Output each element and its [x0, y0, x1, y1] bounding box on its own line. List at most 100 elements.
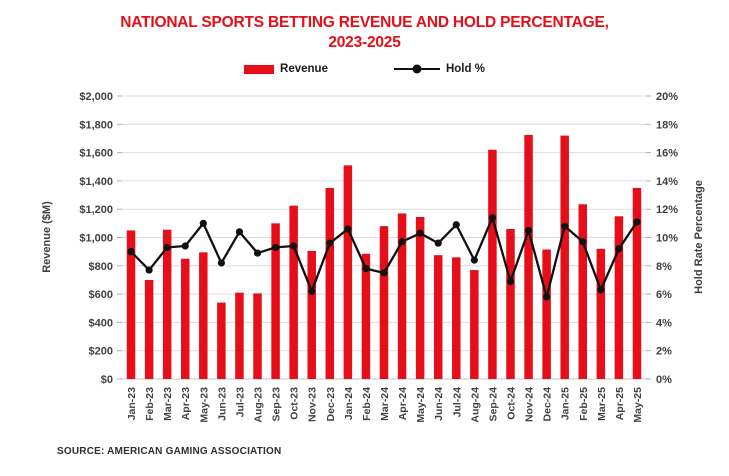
left-axis-tick-label: $2,000 [79, 91, 113, 103]
x-axis-tick-label: Nov-23 [307, 387, 319, 422]
revenue-bar [433, 255, 443, 379]
hold-point [199, 219, 207, 227]
left-axis-tick-label: $1,400 [79, 176, 113, 188]
x-axis-tick-label: Feb-23 [144, 387, 156, 421]
hold-point [434, 239, 442, 247]
source-note: SOURCE: AMERICAN GAMING ASSOCIATION [57, 446, 282, 457]
hold-line-icon [393, 64, 440, 74]
x-axis-tick-label: Jun-24 [433, 387, 445, 421]
x-axis-tick-label: Aug-24 [469, 387, 481, 423]
hold-point [290, 242, 298, 250]
x-axis-tick-label: Apr-23 [180, 387, 192, 420]
hold-point [163, 243, 171, 252]
x-axis-tick-label: Sep-24 [487, 387, 499, 422]
revenue-bar [144, 279, 154, 379]
x-axis-tick-label: Feb-25 [578, 387, 590, 421]
hold-point [506, 277, 515, 285]
hold-point [470, 256, 478, 264]
x-axis-tick-label: Mar-23 [162, 387, 174, 421]
hold-point [308, 287, 316, 295]
revenue-bar [560, 135, 569, 379]
revenue-bar [235, 292, 244, 379]
hold-point [398, 238, 406, 246]
revenue-bar [524, 134, 533, 379]
right-axis-tick-label: 4% [656, 317, 672, 329]
hold-point [145, 266, 153, 274]
right-axis-tick-label: 20% [656, 91, 678, 103]
revenue-bar [578, 204, 588, 379]
hold-point [217, 259, 225, 267]
x-axis-tick-label: Jun-23 [216, 387, 228, 421]
hold-point [271, 243, 280, 252]
revenue-bar [506, 229, 515, 379]
legend-revenue-label: Revenue [280, 63, 328, 75]
revenue-bar [452, 257, 461, 379]
x-axis-tick-label: Jan-25 [560, 387, 572, 420]
revenue-bar [415, 216, 425, 379]
left-axis-tick-label: $0 [101, 374, 113, 386]
left-axis-tick-label: $200 [89, 346, 113, 358]
hold-point [127, 248, 135, 256]
hold-point [633, 218, 641, 226]
right-axis-tick-label: 12% [656, 204, 678, 216]
hold-point [543, 293, 551, 301]
hold-point [344, 225, 352, 233]
hold-point [326, 239, 334, 247]
hold-dot-icon [412, 64, 422, 74]
revenue-bar [343, 165, 353, 379]
revenue-bar [632, 187, 642, 379]
hold-point [579, 238, 587, 246]
revenue-bar [325, 187, 335, 379]
x-axis-tick-label: Jul-24 [451, 387, 463, 418]
x-axis-tick-label: May-24 [415, 387, 427, 423]
hold-point [615, 245, 623, 253]
hold-point [524, 226, 533, 235]
x-axis-tick-label: Dec-23 [325, 387, 337, 422]
chart-title-line1: NATIONAL SPORTS BETTING REVENUE AND HOLD… [120, 14, 609, 31]
hold-point [452, 221, 460, 229]
revenue-bar [488, 149, 497, 379]
revenue-bar [180, 258, 190, 379]
revenue-bar [289, 205, 298, 379]
hold-point [488, 214, 497, 222]
hold-point [597, 286, 605, 294]
left-axis-tick-label: $1,200 [79, 204, 113, 216]
left-axis-tick-label: $800 [89, 261, 113, 273]
x-axis-tick-label: Dec-24 [542, 387, 554, 422]
right-axis-tick-label: 14% [656, 176, 678, 188]
legend-hold-label: Hold % [445, 63, 485, 75]
x-axis-tick-label: May-25 [632, 387, 644, 423]
hold-point [181, 242, 189, 250]
revenue-bar [271, 223, 280, 379]
x-axis-tick-label: Mar-25 [596, 387, 608, 421]
revenue-bar [253, 293, 262, 379]
left-axis-tick-label: $400 [89, 317, 113, 329]
revenue-bar [542, 249, 551, 379]
x-axis-tick-label: Oct-24 [505, 387, 517, 420]
x-axis-tick-label: Oct-23 [289, 387, 301, 420]
right-axis-tick-label: 16% [656, 148, 678, 160]
x-axis-tick-label: Feb-24 [361, 387, 373, 421]
right-axis-tick-label: 10% [656, 233, 678, 245]
x-axis-tick-label: Jan-23 [126, 387, 138, 420]
revenue-bar [596, 248, 606, 379]
revenue-bar [217, 302, 226, 379]
legend: Revenue Hold % [0, 62, 729, 76]
hold-point [235, 228, 244, 236]
revenue-bar [614, 216, 624, 379]
chart-title: NATIONAL SPORTS BETTING REVENUE AND HOLD… [0, 13, 729, 53]
revenue-bar [162, 229, 172, 379]
revenue-bar [199, 252, 208, 379]
revenue-swatch-icon [244, 64, 275, 74]
left-axis-tick-label: $1,600 [79, 148, 113, 160]
revenue-bar [379, 226, 389, 379]
x-axis-tick-label: Sep-23 [271, 387, 283, 422]
right-axis-tick-label: 18% [656, 119, 678, 131]
right-axis-tick-label: 2% [656, 346, 672, 358]
legend-item-hold: Hold % [393, 63, 485, 75]
hold-point [380, 269, 388, 277]
revenue-bar [361, 253, 371, 379]
revenue-bar [470, 270, 479, 379]
